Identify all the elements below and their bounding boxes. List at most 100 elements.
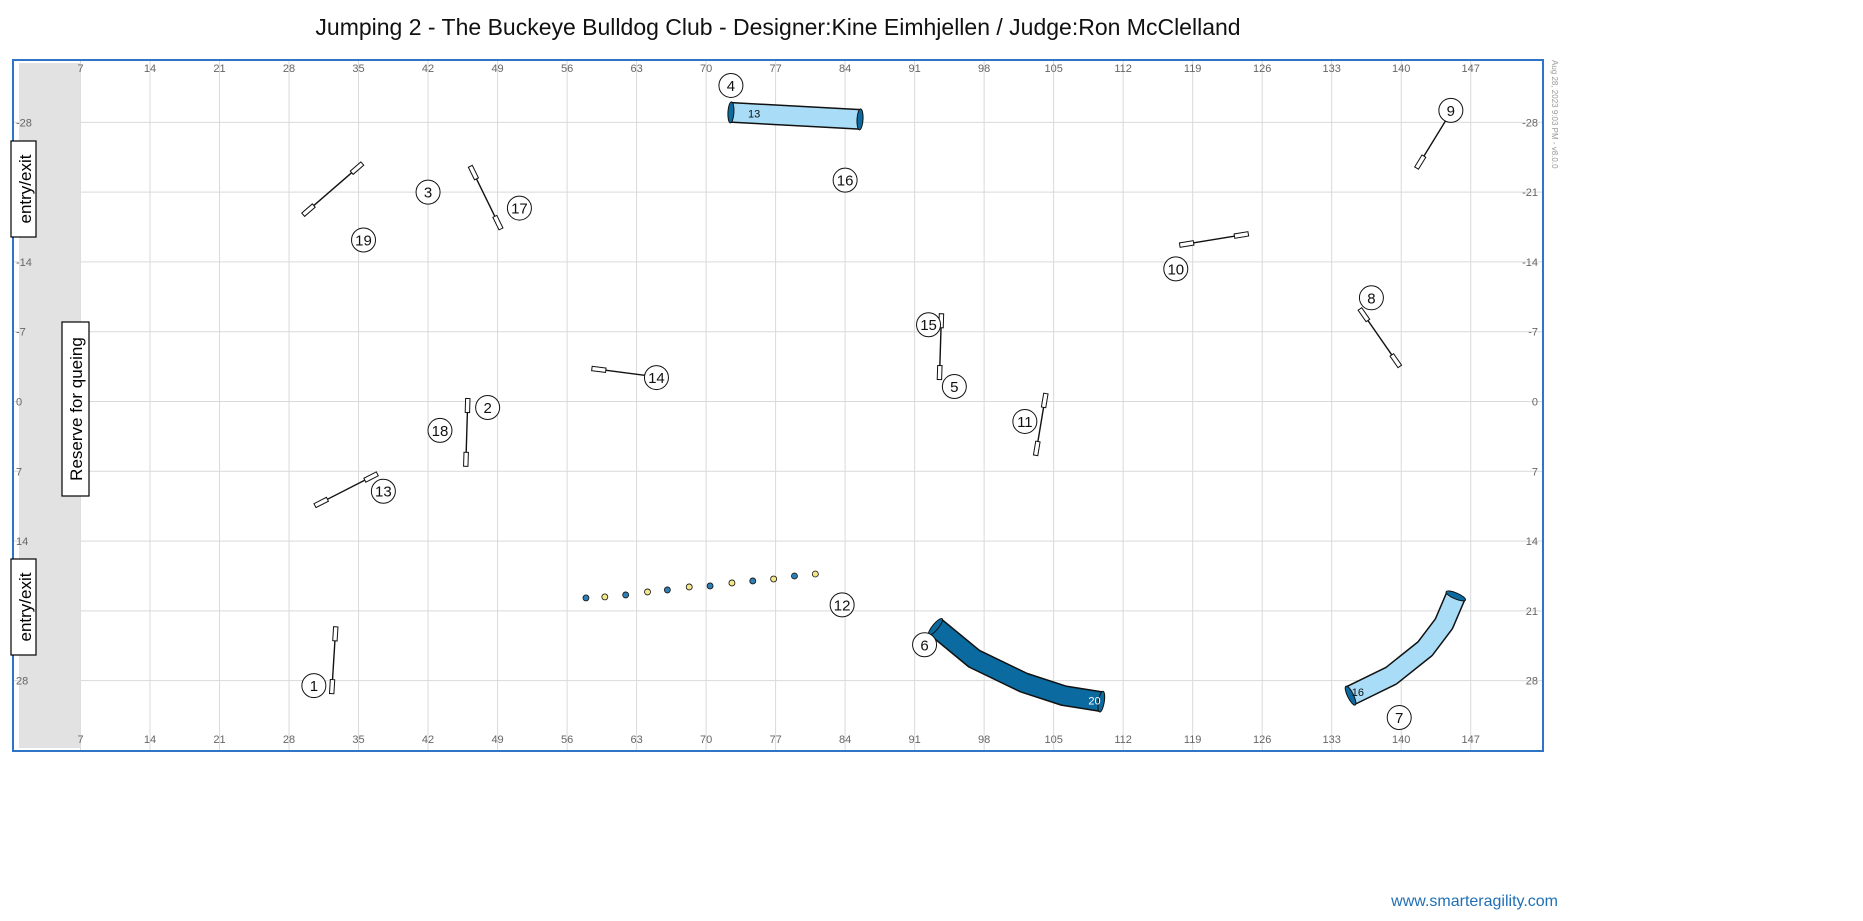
sequence-number-5: 5 (941, 374, 967, 400)
number-circle (912, 632, 938, 658)
footer-url[interactable]: www.smarteragility.com (1391, 893, 1558, 910)
jump-wing (1233, 231, 1250, 239)
jump (1357, 307, 1403, 369)
tunnel-end (1097, 690, 1106, 713)
top-tick-label: 42 (422, 63, 434, 75)
jump-wing (1389, 352, 1403, 369)
jump (463, 397, 471, 467)
left-tick-label: -14 (16, 257, 32, 269)
top-tick-label: 126 (1253, 63, 1271, 75)
right-tick-label: -7 (1528, 327, 1538, 339)
top-tick-label: 49 (491, 63, 503, 75)
tunnel: 13 (727, 101, 864, 131)
number-circle (1012, 408, 1038, 434)
number-circle (643, 365, 669, 391)
jump-wing (1357, 307, 1371, 323)
bottom-tick-label: 77 (769, 734, 781, 746)
axis-ticks: 7 14 21 28 35 42 49 56 63 70 77 84 91 98 105 112 119 126 1… (16, 63, 1538, 746)
number-label: 4 (727, 78, 735, 95)
sequence-number-4: 4 (718, 72, 744, 98)
bottom-tick-label: 49 (491, 734, 503, 746)
number-circle (832, 167, 858, 193)
top-tick-label: 77 (769, 63, 781, 75)
top-tick-label: 112 (1114, 63, 1132, 75)
sequence-number-16: 16 (832, 167, 858, 193)
bottom-tick-label: 21 (213, 734, 225, 746)
weave-pole (622, 591, 630, 599)
jump-wing (492, 214, 504, 231)
jump-wing (328, 678, 336, 695)
sequence-number-7: 7 (1386, 705, 1412, 731)
bottom-tick-label: 63 (630, 734, 642, 746)
number-circle (370, 478, 396, 504)
number-label: 14 (648, 370, 665, 387)
number-label: 10 (1167, 261, 1184, 278)
top-tick-label: 147 (1462, 63, 1480, 75)
weave-pole (791, 572, 798, 580)
number-circle (415, 179, 441, 205)
sequence-number-2: 2 (475, 394, 501, 420)
tunnel-end (727, 101, 735, 124)
number-label: 17 (511, 201, 528, 218)
top-tick-label: 91 (909, 63, 921, 75)
number-circle (1358, 285, 1384, 311)
number-circle (1386, 705, 1412, 731)
jump-wing (1040, 392, 1049, 409)
number-circle (351, 227, 377, 253)
jump-wing (332, 626, 339, 642)
bottom-tick-label: 91 (909, 734, 921, 746)
jump-wing (591, 365, 607, 374)
course-title: Jumping 2 - The Buckeye Bulldog Club - D… (315, 14, 1241, 40)
sequence-number-8: 8 (1358, 285, 1384, 311)
tunnel-body (730, 103, 861, 129)
sequence-number-6: 6 (912, 632, 938, 658)
weave-pole (685, 583, 693, 591)
tunnel-length-label: 20 (1088, 696, 1100, 708)
bottom-tick-label: 28 (283, 734, 295, 746)
number-label: 9 (1447, 103, 1455, 120)
entry-exit-top-label: entry/exit (16, 154, 35, 223)
sequence-number-18: 18 (427, 417, 453, 443)
top-tick-label: 56 (561, 63, 573, 75)
weave-pole (770, 575, 778, 583)
top-tick-label: 133 (1323, 63, 1341, 75)
bottom-tick-label: 126 (1253, 734, 1271, 746)
tunnel-body (929, 619, 1103, 711)
jump-wing (1032, 440, 1041, 457)
right-tick-label: -28 (1522, 117, 1538, 129)
right-tick-label: 0 (1532, 397, 1538, 409)
weave-pole (749, 577, 757, 585)
number-circle (718, 72, 744, 98)
bottom-tick-label: 70 (700, 734, 712, 746)
top-tick-label: 28 (283, 63, 295, 75)
tunnel: 20 (927, 617, 1106, 713)
number-circle (506, 195, 532, 221)
sequence-number-10: 10 (1163, 256, 1189, 282)
bottom-tick-label: 140 (1392, 734, 1410, 746)
bottom-tick-label: 84 (839, 734, 851, 746)
sequence-number-17: 17 (506, 195, 532, 221)
right-tick-label: 14 (1526, 536, 1538, 548)
bottom-tick-label: 119 (1184, 734, 1202, 746)
entry-exit-top: entry/exit (10, 140, 37, 238)
top-tick-label: 140 (1392, 63, 1410, 75)
tunnel-end (1344, 685, 1357, 706)
tunnel-body (1346, 592, 1465, 704)
jump-wing (467, 164, 480, 181)
tunnel-length-label: 16 (1352, 687, 1364, 699)
right-tick-label: -21 (1522, 187, 1538, 199)
bottom-tick-label: 14 (144, 734, 156, 746)
jump-wing (1414, 154, 1427, 170)
zone-labels: entry/exit entry/exit Reserve for queing (10, 140, 90, 656)
field-border (12, 59, 1544, 752)
number-label: 16 (837, 173, 854, 190)
number-label: 18 (432, 423, 449, 440)
right-tick-label: 21 (1526, 606, 1538, 618)
number-circle (427, 417, 453, 443)
left-tick-label: -28 (16, 117, 32, 129)
number-label: 5 (950, 379, 958, 396)
left-tick-label: -7 (16, 327, 26, 339)
weave-pole (728, 579, 736, 587)
number-label: 1 (310, 678, 318, 695)
